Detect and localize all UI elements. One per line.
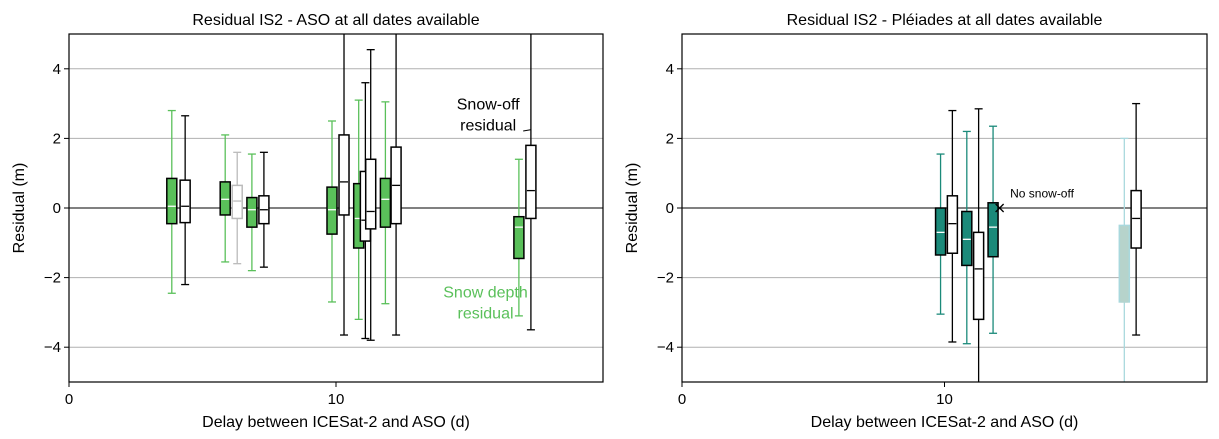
chart-title: Residual IS2 - ASO at all dates availabl… [192, 12, 479, 29]
x-tick-label: 0 [678, 391, 686, 408]
box-plot [166, 109, 178, 294]
panel-pleiades: −4 −2 0 2 4 0 10 Residual IS2 - Pléiades at all… [624, 12, 1208, 431]
box-plot [231, 151, 243, 265]
box-plot [961, 130, 973, 345]
box-iqr [513, 215, 525, 260]
box-plot [972, 108, 985, 382]
box-iqr [179, 179, 191, 224]
box-iqr [219, 181, 231, 216]
annotation: Snow depth residual [443, 284, 528, 322]
box-iqr [231, 184, 243, 220]
box-iqr [326, 186, 338, 235]
annotation-label: residual [458, 305, 514, 322]
box-plot [326, 120, 338, 303]
annotation-label: Snow-off [457, 97, 520, 114]
box-plot [987, 125, 999, 334]
box-iqr [525, 144, 537, 220]
box-plot [390, 34, 402, 336]
box-plot [179, 115, 191, 286]
annotation-label: residual [460, 118, 516, 135]
y-tick-label: 4 [666, 61, 674, 78]
box-plot [379, 101, 392, 305]
annotation: No snow-off [995, 187, 1075, 213]
y-tick-label: −4 [657, 339, 674, 356]
box-plot [934, 153, 947, 315]
box-plot [1130, 102, 1142, 336]
box-plot [513, 158, 525, 317]
y-tick-label: 0 [53, 200, 61, 217]
box-iqr [364, 158, 377, 230]
y-tick-label: 2 [53, 130, 61, 147]
box-iqr [987, 202, 999, 258]
x-tick-label: 10 [936, 391, 953, 408]
box-iqr [338, 134, 350, 216]
box-plot [338, 34, 350, 336]
chart-title: Residual IS2 - Pléiades at all dates ava… [787, 12, 1103, 29]
annotation-label: Snow depth [443, 284, 528, 301]
x-tick-label: 0 [65, 391, 73, 408]
y-tick-label: −2 [657, 270, 674, 287]
box-iqr [246, 196, 258, 228]
box-plot [246, 153, 258, 272]
box-iqr [934, 207, 947, 256]
no-data-marker [995, 203, 1005, 213]
y-tick-label: −2 [44, 270, 61, 287]
box-iqr [379, 177, 392, 228]
box-iqr [1118, 224, 1131, 303]
box-iqr [946, 195, 959, 254]
y-axis-label: Residual (m) [624, 163, 641, 254]
box-iqr [961, 210, 973, 267]
panel-aso: −4 −2 0 2 4 0 10 Residual IS2 - ASO at all date… [11, 12, 604, 431]
box-plot [525, 34, 537, 331]
y-axis-label: Residual (m) [11, 163, 28, 254]
x-axis-label: Delay between ICESat-2 and ASO (d) [811, 414, 1079, 431]
box-plot [258, 151, 270, 268]
annotation-leader [523, 129, 531, 132]
x-tick-label: 10 [328, 391, 345, 408]
x-axis-label: Delay between ICESat-2 and ASO (d) [202, 414, 470, 431]
box-iqr [972, 231, 985, 321]
y-tick-label: 4 [53, 61, 61, 78]
annotation: Snow-off residual [457, 97, 531, 135]
box-iqr [1130, 189, 1142, 249]
box-plot [946, 109, 959, 343]
y-tick-label: −4 [44, 339, 61, 356]
y-tick-label: 2 [666, 130, 674, 147]
y-tick-label: 0 [666, 200, 674, 217]
box-iqr [166, 177, 178, 225]
annotation-label: No snow-off [1010, 187, 1074, 201]
box-plot [1118, 137, 1131, 382]
box-plot [364, 49, 377, 341]
box-plot [219, 134, 231, 263]
